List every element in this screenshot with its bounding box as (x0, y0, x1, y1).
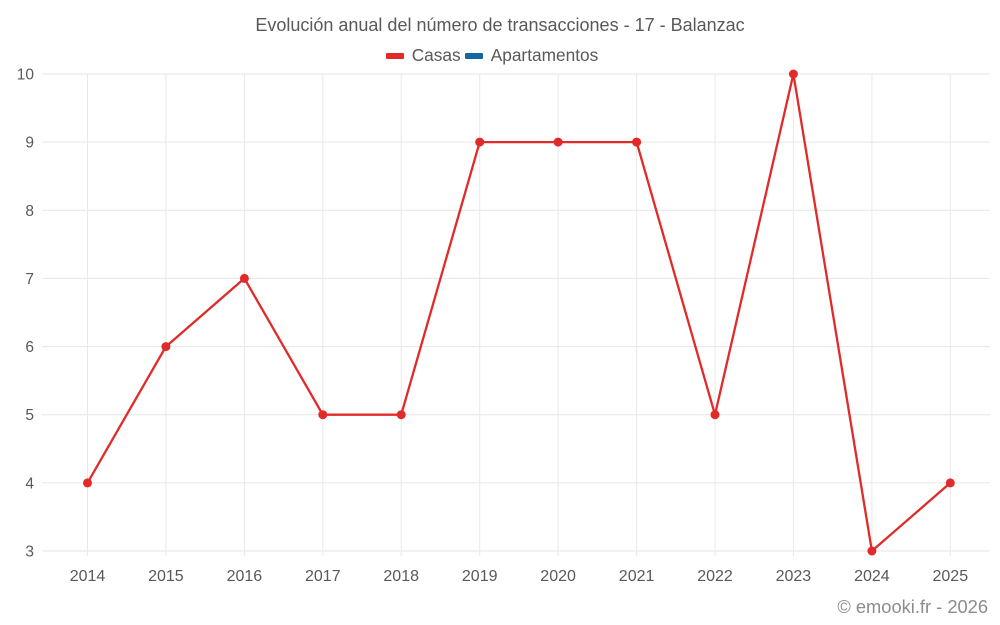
svg-text:2024: 2024 (854, 568, 890, 585)
svg-text:2021: 2021 (619, 568, 655, 585)
svg-text:10: 10 (17, 67, 35, 84)
svg-text:6: 6 (25, 339, 34, 356)
svg-text:2018: 2018 (383, 568, 419, 585)
svg-text:2022: 2022 (697, 568, 733, 585)
svg-text:8: 8 (25, 203, 34, 220)
svg-text:3: 3 (25, 544, 34, 561)
svg-text:5: 5 (25, 407, 34, 424)
svg-text:2020: 2020 (540, 568, 576, 585)
svg-text:2015: 2015 (148, 568, 184, 585)
svg-text:2016: 2016 (227, 568, 263, 585)
svg-text:2019: 2019 (462, 568, 498, 585)
svg-text:2025: 2025 (933, 568, 969, 585)
svg-text:4: 4 (25, 475, 34, 492)
svg-text:9: 9 (25, 135, 34, 152)
svg-text:2023: 2023 (776, 568, 812, 585)
svg-text:2017: 2017 (305, 568, 341, 585)
svg-text:7: 7 (25, 271, 34, 288)
svg-text:2014: 2014 (70, 568, 106, 585)
